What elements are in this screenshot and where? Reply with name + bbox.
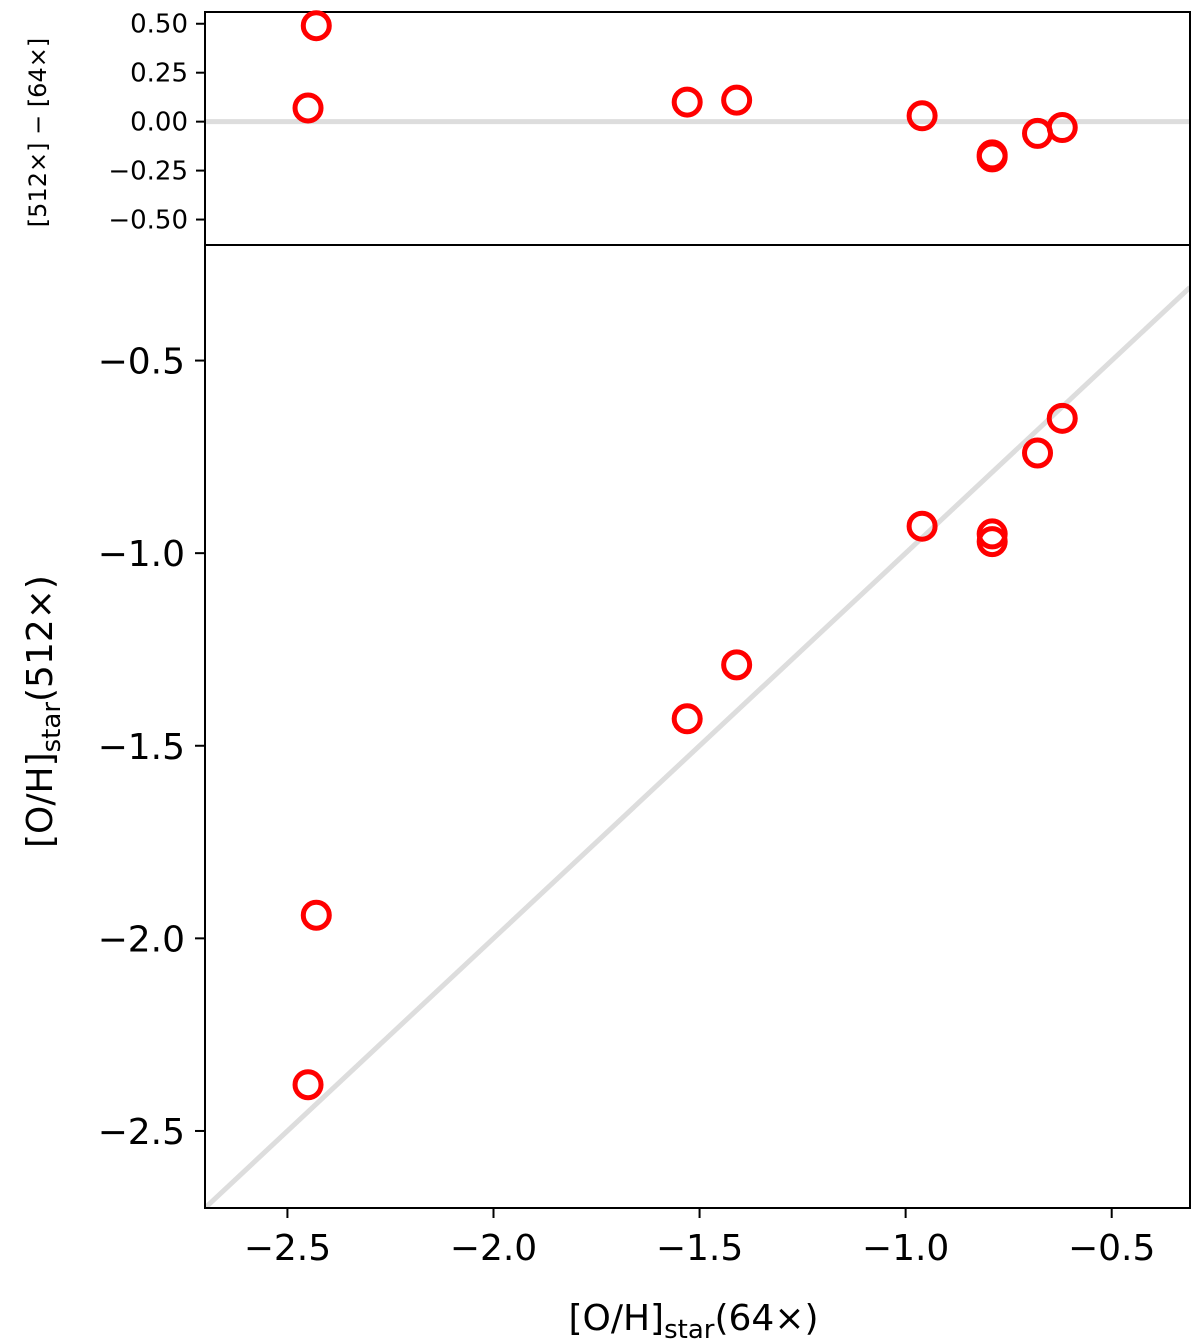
y-label-main: [O/H]	[20, 752, 61, 848]
main-x-tick-label: −1.0	[862, 1228, 949, 1269]
main-y-tick-label: −1.5	[98, 727, 185, 768]
one-to-one-line	[205, 285, 1190, 1208]
x-label-tail: (64×)	[714, 1298, 818, 1339]
residual-panel-frame	[204, 11, 1191, 246]
x-label-main: [O/H]	[568, 1298, 664, 1339]
residual-data-point	[1046, 112, 1078, 144]
main-data-point	[300, 899, 332, 931]
main-data-point	[721, 649, 753, 681]
main-data-point	[976, 526, 1008, 558]
main-y-tick-label: −0.5	[98, 342, 185, 383]
main-data-point	[292, 1069, 324, 1101]
main-x-axis-label: [O/H]star(64×)	[568, 1298, 818, 1343]
main-y-tick-label: −2.5	[98, 1112, 185, 1153]
main-x-tick-label: −2.0	[450, 1228, 537, 1269]
main-y-tick-label: −1.0	[98, 534, 185, 575]
main-data-point	[906, 510, 938, 542]
residual-panel: 0.50 0.25 0.00 −0.25 −0.50 [512×] − [64×]	[24, 10, 1191, 246]
residual-data-point	[1022, 117, 1054, 149]
main-x-tick-label: −0.5	[1068, 1228, 1155, 1269]
residual-data-point	[300, 10, 332, 42]
residual-data-point	[906, 100, 938, 132]
y-label-tail: (512×)	[20, 575, 61, 702]
residual-y-tick-label: −0.50	[108, 206, 188, 236]
main-scatter-panel: −0.5 −1.0 −1.5 −2.0 −2.5 −2.5 −2.0 −1.5 −1.0 −0.5…	[20, 244, 1191, 1343]
residual-data-point	[292, 92, 324, 124]
main-panel-frame	[204, 244, 1191, 1209]
residual-y-tick-label: 0.00	[130, 108, 188, 138]
main-x-tick-label: −1.5	[656, 1228, 743, 1269]
main-y-axis-label: [O/H]star(512×)	[20, 575, 67, 848]
main-y-tick-label: −2.0	[98, 919, 185, 960]
main-data-point	[1022, 437, 1054, 469]
residual-data-point	[976, 141, 1008, 173]
residual-y-tick-label: −0.25	[108, 157, 188, 187]
x-label-subscript: star	[664, 1315, 715, 1343]
residual-y-tick-label: 0.50	[130, 10, 188, 40]
main-data-point	[1046, 402, 1078, 434]
main-data-point	[671, 703, 703, 735]
residual-y-tick-label: 0.25	[130, 59, 188, 89]
residual-y-axis-label: [512×] − [64×]	[24, 38, 52, 227]
residual-data-point	[721, 84, 753, 116]
main-x-tick-label: −2.5	[244, 1228, 331, 1269]
residual-data-point	[671, 86, 703, 118]
y-label-subscript: star	[37, 702, 67, 753]
